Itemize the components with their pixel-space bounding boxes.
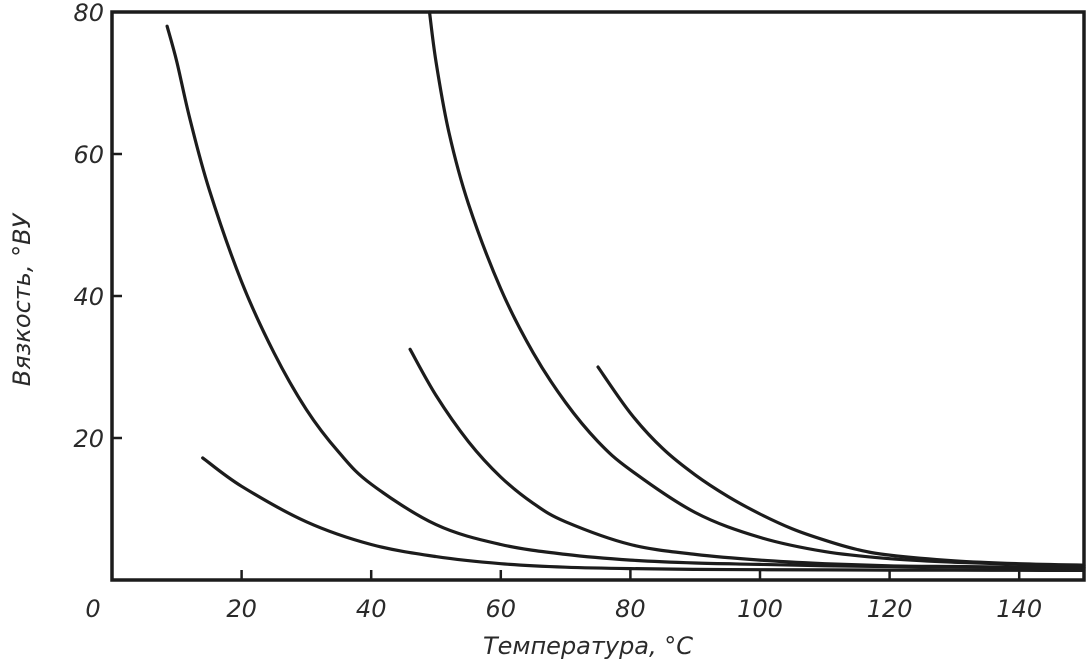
axis-ticks (112, 152, 1021, 580)
y-tick-label: 60 (73, 141, 104, 169)
y-tick-label: 80 (73, 0, 104, 27)
x-tick-label: 100 (737, 595, 783, 623)
x-tick-label: 60 (486, 595, 517, 623)
y-tick-label: 20 (73, 425, 104, 453)
y-tick-label: 40 (73, 283, 104, 311)
series-line-4 (427, 10, 1086, 568)
series-line-2 (165, 24, 1086, 570)
x-tick-label: 80 (615, 595, 646, 623)
x-tick-label: 120 (867, 595, 913, 623)
series-line-1 (201, 456, 1086, 572)
y-axis-title: Вязкость, °ВУ (8, 212, 36, 386)
x-tick-label: 40 (356, 595, 387, 623)
series-line-3 (408, 347, 1086, 570)
series-line-5 (596, 365, 1086, 567)
x-tick-label: 0 (85, 595, 100, 623)
series-group (165, 10, 1086, 572)
x-tick-label: 140 (996, 595, 1042, 623)
x-axis-title: Температура, °С (483, 632, 693, 660)
x-tick-label: 20 (226, 595, 257, 623)
tick-labels: 0 20 40 60 80 100 120 140 20 40 60 80 (73, 0, 1042, 623)
